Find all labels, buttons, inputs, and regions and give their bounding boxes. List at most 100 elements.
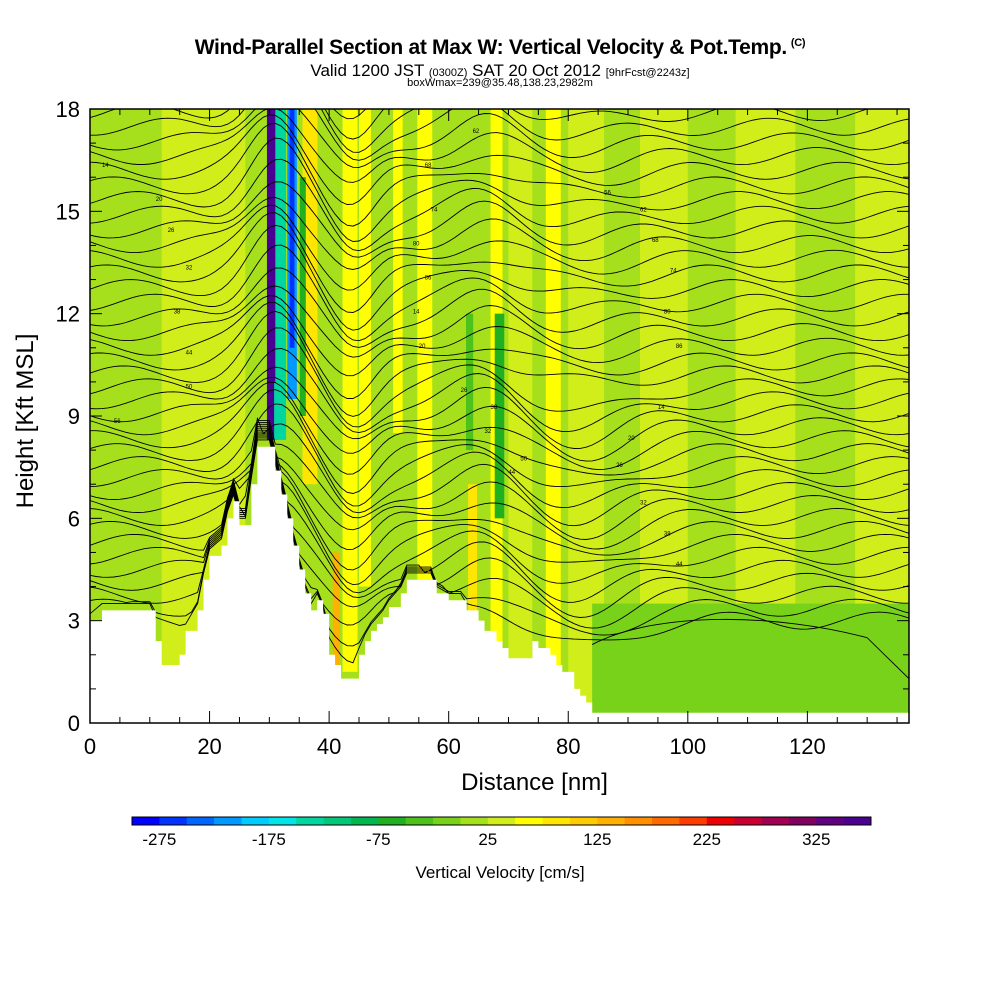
- y-tick-label: 3: [68, 609, 80, 634]
- colorbar-swatch: [706, 817, 735, 825]
- colorbar-swatch: [487, 817, 516, 825]
- contour-label: 14: [413, 310, 420, 316]
- x-tick-label: 100: [669, 734, 706, 759]
- colorbar-tick-label: 125: [583, 830, 611, 849]
- contour-label: 26: [461, 388, 468, 394]
- theta-contour-low: [591, 618, 909, 679]
- theta-contour: [90, 212, 909, 313]
- contour-label: 80: [664, 310, 671, 316]
- theta-contour: [90, 224, 909, 331]
- updraft-core: [269, 109, 276, 382]
- x-tick-label: 120: [789, 734, 826, 759]
- contour-label: 56: [604, 190, 611, 196]
- contour-label: 44: [676, 562, 683, 568]
- colorbar-swatch: [405, 817, 434, 825]
- x-tick-label: 40: [317, 734, 341, 759]
- field-band: [532, 109, 545, 723]
- contour-label: 38: [491, 405, 498, 411]
- chart-subtitle: Valid 1200 JST (0300Z) SAT 20 Oct 2012 […: [0, 61, 1000, 81]
- colorbar-swatch: [186, 817, 215, 825]
- theta-contour: [90, 310, 909, 417]
- theta-contour: [90, 204, 909, 291]
- colorbar-swatch: [460, 817, 489, 825]
- velocity-band: [274, 109, 287, 440]
- theta-contour: [90, 295, 909, 377]
- contour-label: 86: [676, 344, 683, 350]
- terrain: [90, 446, 909, 723]
- chart-title-text: Wind-Parallel Section at Max W: Vertical…: [194, 36, 788, 59]
- colorbar-swatch: [241, 817, 270, 825]
- theta-contour: [90, 419, 909, 527]
- plot-area: 14 20 26 32 38 44 50 56 62 68 74 80 86 14 20 26 32 38 44 50…: [90, 92, 909, 723]
- colorbar-swatch: [433, 817, 461, 825]
- contour-label: 26: [616, 463, 623, 469]
- contour-label: 14: [102, 163, 109, 169]
- colorbar-swatch: [679, 817, 708, 825]
- velocity-band: [468, 484, 478, 621]
- colorbar-tick-label: -75: [366, 830, 391, 849]
- y-axis-label: Height [Kft MSL]: [12, 334, 39, 509]
- theta-contour: [90, 158, 909, 252]
- theta-contour: [90, 92, 909, 96]
- theta-contour: [90, 122, 909, 227]
- velocity-band: [299, 177, 306, 416]
- contour-label: 50: [186, 385, 193, 391]
- theta-contour: [90, 421, 909, 540]
- theta-contour: [90, 425, 909, 571]
- downdraft-core: [289, 109, 295, 348]
- contour-label: 62: [640, 207, 647, 213]
- contour-label: 20: [419, 344, 426, 350]
- colorbar-tick-label: -175: [252, 830, 286, 849]
- colorbar-swatch: [378, 817, 407, 825]
- colorbar-swatch: [761, 817, 790, 825]
- y-tick-label: 0: [68, 711, 80, 736]
- contour-label: 56: [114, 419, 121, 425]
- subtitle-valid: Valid 1200 JST: [310, 61, 425, 80]
- colorbar-swatch: [734, 817, 763, 825]
- theta-contour: [90, 109, 909, 161]
- velocity-band: [466, 313, 474, 451]
- colorbar-swatch: [323, 817, 352, 825]
- colorbar-swatch: [268, 817, 297, 825]
- contour-label: 74: [670, 269, 677, 275]
- colorbar-swatch: [159, 817, 188, 825]
- colorbar-swatch: [350, 817, 379, 825]
- theta-contour: [90, 137, 909, 242]
- theta-contour: [90, 389, 909, 494]
- contour-label: 86: [425, 276, 432, 282]
- contour-label: 62: [473, 129, 480, 135]
- colorbar-swatch: [843, 817, 872, 825]
- x-tick-label: 0: [84, 734, 96, 759]
- contour-label: 32: [485, 429, 492, 435]
- theta-contour: [90, 109, 909, 168]
- velocity-band: [417, 109, 433, 580]
- colorbar-frame: [131, 816, 872, 826]
- theta-contour: [90, 416, 909, 514]
- contour-label: 44: [508, 470, 515, 476]
- colorbar-swatch: [624, 817, 653, 825]
- velocity-band: [393, 109, 403, 434]
- chart-title: Wind-Parallel Section at Max W: Vertical…: [0, 36, 1000, 60]
- colorbar-swatch: [652, 817, 680, 825]
- theta-contour: [90, 197, 909, 270]
- theta-contour: [90, 376, 909, 462]
- velocity-band: [342, 109, 358, 672]
- theta-contour: [90, 267, 909, 348]
- theta-contour: [90, 301, 909, 399]
- theta-contour: [90, 381, 909, 475]
- contour-label: 20: [156, 197, 163, 203]
- x-tick-label: 60: [436, 734, 460, 759]
- colorbar-tick-label: 325: [802, 830, 830, 849]
- contour-label: 80: [413, 241, 420, 247]
- theta-contour: [90, 348, 909, 434]
- contour-label: 50: [520, 456, 527, 462]
- theta-contour: [90, 423, 909, 551]
- axis-ticks: [89, 108, 909, 724]
- colorbar-tick-label: -275: [142, 830, 176, 849]
- theta-contour: [90, 114, 909, 205]
- y-tick-label: 18: [56, 97, 80, 122]
- colorbar-swatch: [214, 817, 242, 825]
- theta-contour: [90, 181, 909, 258]
- field-band: [406, 109, 419, 723]
